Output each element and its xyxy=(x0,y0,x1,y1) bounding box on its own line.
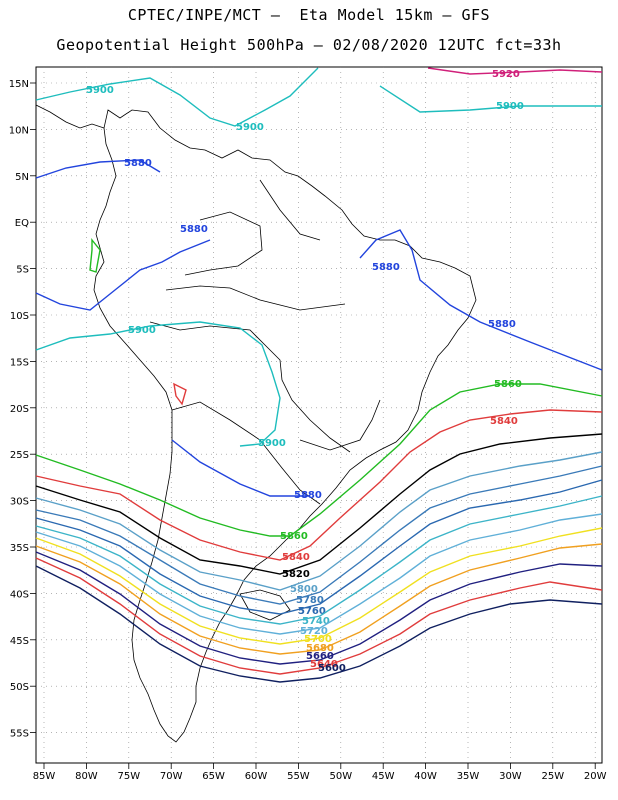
contour-line-5900 xyxy=(35,321,281,447)
lon-label: 25W xyxy=(541,771,564,782)
contour-label-5640: 5640 xyxy=(310,659,338,670)
contour-line-5600 xyxy=(35,565,603,683)
lat-label: 5S xyxy=(16,265,29,276)
map-title-line2: Geopotential Height 500hPa – 02/08/2020 … xyxy=(56,36,562,54)
lat-label: 35S xyxy=(10,543,29,554)
contour-line-5840 xyxy=(173,382,187,406)
lon-label: 80W xyxy=(75,771,98,782)
contour-line-5900 xyxy=(379,85,602,113)
contour-line-5800 xyxy=(35,451,603,591)
contour-line-5760 xyxy=(35,479,603,615)
lat-label: 55S xyxy=(10,729,29,740)
lon-label: 65W xyxy=(202,771,225,782)
contour-line-5720 xyxy=(35,513,603,635)
lat-label: 10N xyxy=(9,125,29,136)
lat-label: 25S xyxy=(10,450,29,461)
contour-label-5740: 5740 xyxy=(302,616,330,627)
lon-label: 75W xyxy=(117,771,140,782)
map-title-line1: CPTEC/INPE/MCT – Eta Model 15km – GFS xyxy=(127,6,491,24)
lon-label: 55W xyxy=(287,771,310,782)
contour-label-5840: 5840 xyxy=(282,552,310,563)
contour-label-5700: 5700 xyxy=(304,634,332,645)
lon-label: 40W xyxy=(414,771,437,782)
contour-line-5880 xyxy=(171,439,310,497)
lon-label: 30W xyxy=(499,771,522,782)
lat-label: 10S xyxy=(10,311,29,322)
lat-label: 15N xyxy=(9,79,29,90)
contour-label-5800: 5800 xyxy=(290,584,318,595)
contour-line-5820 xyxy=(35,433,603,575)
contour-label-5600: 5600 xyxy=(318,663,346,674)
lat-label: EQ xyxy=(15,218,29,229)
contour-label-5760: 5760 xyxy=(298,606,326,617)
lon-label: 20W xyxy=(584,771,607,782)
lon-label: 70W xyxy=(160,771,183,782)
lat-label: 50S xyxy=(10,682,29,693)
contour-label-5880: 5880 xyxy=(180,224,208,235)
lat-label: 40S xyxy=(10,589,29,600)
contour-line-5880 xyxy=(35,239,211,311)
coastline-and-borders xyxy=(35,104,477,743)
contour-line-5880 xyxy=(35,159,161,179)
contour-label-5840: 5840 xyxy=(490,416,518,427)
lon-label: 45W xyxy=(372,771,395,782)
contour-line-5860 xyxy=(35,383,603,537)
contour-label-5880: 5880 xyxy=(124,158,152,169)
contour-line-5840 xyxy=(35,409,603,561)
latitude-labels: 15N 10N 5N EQ 5S 10S 15S 20S 25S 30S 35S 40S 45S 50S 5… xyxy=(9,79,29,740)
lon-label: 50W xyxy=(329,771,352,782)
contour-line-5680 xyxy=(35,543,603,655)
contour-label-5820: 5820 xyxy=(282,569,310,580)
lon-label: 60W xyxy=(245,771,268,782)
longitude-labels: 85W 80W 75W 70W 65W 60W 55W 50W 45W 40W 35W 30W 25W 2… xyxy=(33,771,607,782)
contour-label-5860: 5860 xyxy=(280,531,308,542)
contour-label-5900: 5900 xyxy=(236,122,264,133)
contour-line-5880 xyxy=(359,229,603,371)
contour-label-5720: 5720 xyxy=(300,626,328,637)
lat-label: 45S xyxy=(10,636,29,647)
contour-line-5920 xyxy=(427,67,603,75)
lon-label: 35W xyxy=(457,771,480,782)
contour-line-5900 xyxy=(35,67,319,127)
contour-line-5660 xyxy=(35,551,603,665)
height-contours: 5920 5900 5900 5900 5900 5900 5880 5880 5880 5880… xyxy=(35,67,603,683)
contour-line-5780 xyxy=(35,465,603,605)
contour-label-5680: 5680 xyxy=(306,643,334,654)
lat-lon-grid xyxy=(30,67,602,769)
contour-label-5880: 5880 xyxy=(488,319,516,330)
contour-label-5860: 5860 xyxy=(494,379,522,390)
contour-line-5700 xyxy=(35,527,603,645)
contour-line-5640 xyxy=(35,557,603,675)
lat-label: 20S xyxy=(10,404,29,415)
contour-label-5900: 5900 xyxy=(496,101,524,112)
lon-label: 85W xyxy=(33,771,56,782)
lat-label: 30S xyxy=(10,497,29,508)
contour-line-5860 xyxy=(89,238,101,273)
contour-label-5900: 5900 xyxy=(86,85,114,96)
contour-label-5660: 5660 xyxy=(306,651,334,662)
lat-label: 5N xyxy=(15,172,29,183)
lat-label: 15S xyxy=(10,357,29,368)
contour-label-5880: 5880 xyxy=(372,262,400,273)
contour-line-5740 xyxy=(35,495,603,625)
contour-label-5920: 5920 xyxy=(492,69,520,80)
contour-label-5780: 5780 xyxy=(296,595,324,606)
contour-label-5880: 5880 xyxy=(294,490,322,501)
contour-label-5900: 5900 xyxy=(258,438,286,449)
contour-label-5900: 5900 xyxy=(128,325,156,336)
